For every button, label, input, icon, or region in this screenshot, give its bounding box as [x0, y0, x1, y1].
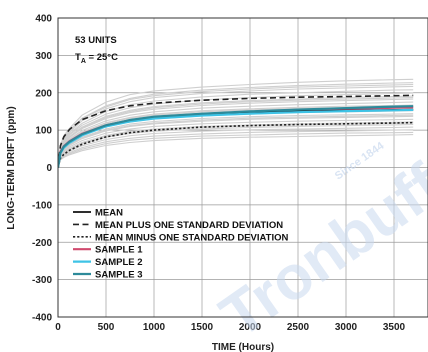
- y-tick-label: 0: [46, 163, 52, 174]
- y-tick-label: 100: [35, 126, 52, 137]
- legend-label: SAMPLE 1: [95, 245, 143, 256]
- annotation-temp-subscript: A: [81, 58, 86, 65]
- legend-label: SAMPLE 3: [95, 270, 143, 281]
- annotation-temp-value: = 25°C: [86, 52, 118, 63]
- annotation-units: 53 UNITS: [75, 35, 117, 46]
- annotation-temperature: TA = 25°C: [75, 52, 118, 65]
- y-tick-label: 300: [35, 51, 52, 62]
- annotation-temp-symbol: T: [75, 52, 81, 63]
- y-axis-title: LONG-TERM DRIFT (ppm): [6, 106, 17, 229]
- unit-curve: [58, 129, 414, 168]
- legend-label: MEAN PLUS ONE STANDARD DEVIATION: [95, 220, 283, 231]
- unit-curves: [58, 78, 414, 168]
- y-tick-label: -400: [32, 313, 52, 324]
- legend-label: MEAN MINUS ONE STANDARD DEVIATION: [95, 232, 288, 243]
- unit-curve: [58, 114, 414, 168]
- x-tick-label: 3500: [383, 322, 406, 333]
- y-tick-labels: -400 -300 -200 -100 0 100 200 300 400: [32, 14, 52, 324]
- y-tick-label: 200: [35, 88, 52, 99]
- series-line-mean-minus-one-standard-deviation: [58, 121, 414, 168]
- unit-curve: [58, 101, 414, 168]
- unit-curve: [58, 123, 414, 168]
- x-axis-title: TIME (Hours): [212, 342, 274, 352]
- series-line-mean-plus-one-standard-deviation: [58, 94, 414, 168]
- grid: [58, 18, 428, 317]
- x-tick-label: 0: [55, 322, 61, 333]
- legend-label: SAMPLE 2: [95, 257, 143, 268]
- x-tick-label: 2500: [287, 322, 310, 333]
- unit-curve: [58, 134, 414, 168]
- unit-curve: [58, 97, 414, 168]
- unit-curve: [58, 92, 414, 168]
- legend-label: MEAN: [95, 208, 123, 219]
- x-tick-label: 3000: [335, 322, 358, 333]
- unit-curve: [58, 118, 414, 168]
- y-tick-label: -100: [32, 200, 52, 211]
- y-tick-label: -200: [32, 238, 52, 249]
- unit-curve: [58, 126, 414, 168]
- unit-curve: [58, 83, 414, 168]
- series-lines: [58, 94, 414, 168]
- x-tick-label: 2000: [239, 322, 262, 333]
- x-tick-labels: 0 500 1000 1500 2000 2500 3000 3500: [55, 322, 405, 333]
- y-tick-label: -300: [32, 275, 52, 286]
- series-line-sample-3: [58, 105, 414, 168]
- units-annotation: 53 UNITS TA = 25°C: [75, 35, 118, 65]
- y-tick-label: 400: [35, 14, 52, 25]
- plot-border: [57, 17, 428, 318]
- x-tick-label: 1500: [191, 322, 214, 333]
- x-tick-label: 500: [98, 322, 115, 333]
- unit-curve: [58, 85, 414, 168]
- unit-curve: [58, 131, 414, 168]
- x-tick-label: 1000: [143, 322, 166, 333]
